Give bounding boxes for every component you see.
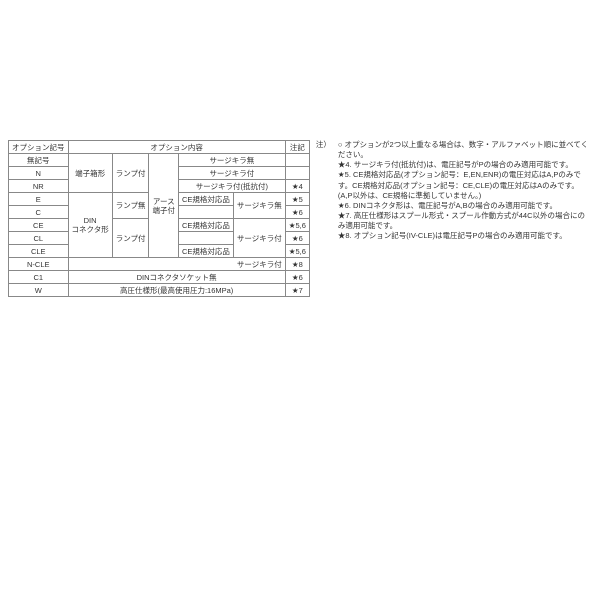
notes: 注） ○ オプションが2つ以上重なる場合は、数字・アルファベット順に並べてくださ… [316,140,592,297]
note-6: ★6. DINコネクタ形は、電圧記号がA,Bの場合のみ適用可能です。 [316,201,592,211]
cell: ★7 [285,284,309,297]
note-8: ★8. オプション記号(IV-CLE)は電圧記号Pの場合のみ適用可能です。 [316,231,592,241]
cell: サージキラ付 [233,219,285,258]
note-4: ★4. サージキラ付(抵抗付)は、電圧記号がPの場合のみ適用可能です。 [316,160,592,170]
cell: ★8 [285,258,309,271]
cell [285,167,309,180]
cell: CE規格対応品 [178,245,233,258]
note-0: ○ オプションが2つ以上重なる場合は、数字・アルファベット順に並べてください。 [338,140,592,160]
cell: ランプ付 [112,219,149,258]
option-table-el: オプション記号 オプション内容 注記 無記号 端子箱形 ランプ付 アース 端子付… [8,140,310,297]
cell: NR [9,180,69,193]
cell: アース 端子付 [149,154,179,258]
cell: ★6 [285,271,309,284]
cell [285,154,309,167]
cell: 高圧仕様形(最高使用圧力:16MPa) [68,284,285,297]
th-option-content: オプション内容 [68,141,285,154]
cell: 端子箱形 [68,154,112,193]
cell: CLE [9,245,69,258]
cell: ★5 [285,193,309,206]
cell: CE [9,219,69,232]
cell: E [9,193,69,206]
cell: サージキラ無 [233,193,285,219]
cell: W [9,284,69,297]
cell: ★6 [285,232,309,245]
cell: ★5,6 [285,245,309,258]
cell: C [9,206,69,219]
cell: ランプ無 [112,193,149,219]
notes-lead: 注） [316,140,338,160]
cell: サージキラ付 [178,167,285,180]
option-table: オプション記号 オプション内容 注記 無記号 端子箱形 ランプ付 アース 端子付… [8,140,310,297]
cell: ★5,6 [285,219,309,232]
cell: ランプ付 [112,154,149,193]
cell: サージキラ無 [178,154,285,167]
cell [178,232,233,245]
cell [178,206,233,219]
note-7: ★7. 高圧仕様形はスプール形式・スプール作動方式が44C以外の場合にのみ適用可… [316,211,592,231]
cell: ★6 [285,206,309,219]
cell: サージキラ付 [68,258,285,271]
cell: ★4 [285,180,309,193]
cell: CE規格対応品 [178,219,233,232]
cell: DIN コネクタ形 [68,193,112,258]
note-5: ★5. CE規格対応品(オプション記号：E,EN,ENR)の電圧対応はA,Pのみ… [316,170,592,200]
th-option-code: オプション記号 [9,141,69,154]
cell: N-CLE [9,258,69,271]
cell: C1 [9,271,69,284]
cell: N [9,167,69,180]
cell: サージキラ付(抵抗付) [178,180,285,193]
cell: CL [9,232,69,245]
cell: 無記号 [9,154,69,167]
th-note: 注記 [285,141,309,154]
cell: CE規格対応品 [178,193,233,206]
cell: DINコネクタソケット無 [68,271,285,284]
